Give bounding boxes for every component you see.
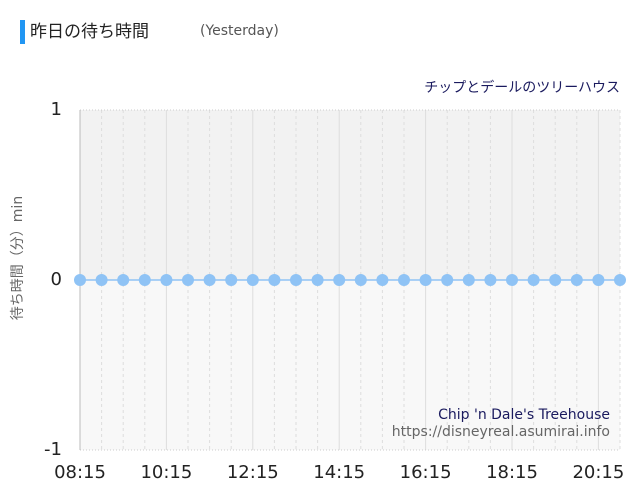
data-point xyxy=(441,274,454,286)
chart-title: 昨日の待ち時間 xyxy=(30,22,149,42)
data-point xyxy=(398,274,410,286)
y-axis-label: 待ち時間（分）min xyxy=(10,196,26,320)
data-point xyxy=(311,274,324,286)
credit: Chip 'n Dale's Treehouse xyxy=(438,407,610,423)
x-tick-label: 08:15 xyxy=(54,462,106,483)
data-point xyxy=(570,274,583,286)
data-point xyxy=(160,274,173,286)
x-tick-label: 14:15 xyxy=(313,462,365,483)
data-point xyxy=(74,274,86,286)
plot-lower xyxy=(80,280,620,450)
data-point xyxy=(117,274,130,286)
y-tick-label: 1 xyxy=(51,99,62,120)
chart-subtitle: (Yesterday) xyxy=(200,23,279,39)
data-point xyxy=(419,274,432,286)
data-point xyxy=(549,274,562,286)
data-point xyxy=(376,274,389,286)
data-point xyxy=(268,274,281,286)
data-point xyxy=(614,274,626,286)
data-point xyxy=(246,274,259,286)
data-point xyxy=(290,274,302,286)
data-point xyxy=(95,274,108,286)
x-tick-label: 20:15 xyxy=(572,462,624,483)
x-tick-label: 16:15 xyxy=(400,462,452,483)
x-tick-label: 12:15 xyxy=(227,462,279,483)
y-tick-label: -1 xyxy=(44,439,62,460)
data-point xyxy=(354,274,367,286)
data-point xyxy=(527,274,540,286)
x-tick-label: 10:15 xyxy=(140,462,192,483)
data-point xyxy=(592,274,605,286)
data-point xyxy=(225,274,238,286)
source: https://disneyreal.asumirai.info xyxy=(392,424,610,440)
data-point xyxy=(462,274,475,286)
plot-upper xyxy=(80,110,620,280)
x-tick-label: 18:15 xyxy=(486,462,538,483)
data-point xyxy=(138,274,151,286)
data-point xyxy=(506,274,518,286)
title-accent xyxy=(20,20,25,44)
data-point xyxy=(203,274,216,286)
data-point xyxy=(484,274,497,286)
data-point xyxy=(182,274,194,286)
data-point xyxy=(333,274,346,286)
y-tick-label: 0 xyxy=(51,269,62,290)
attraction-name: チップとデールのツリーハウス xyxy=(424,79,620,96)
plot: -1 0 1 08:15 10:15 12:15 14:15 16:15 18:15 20:15 xyxy=(44,99,626,483)
